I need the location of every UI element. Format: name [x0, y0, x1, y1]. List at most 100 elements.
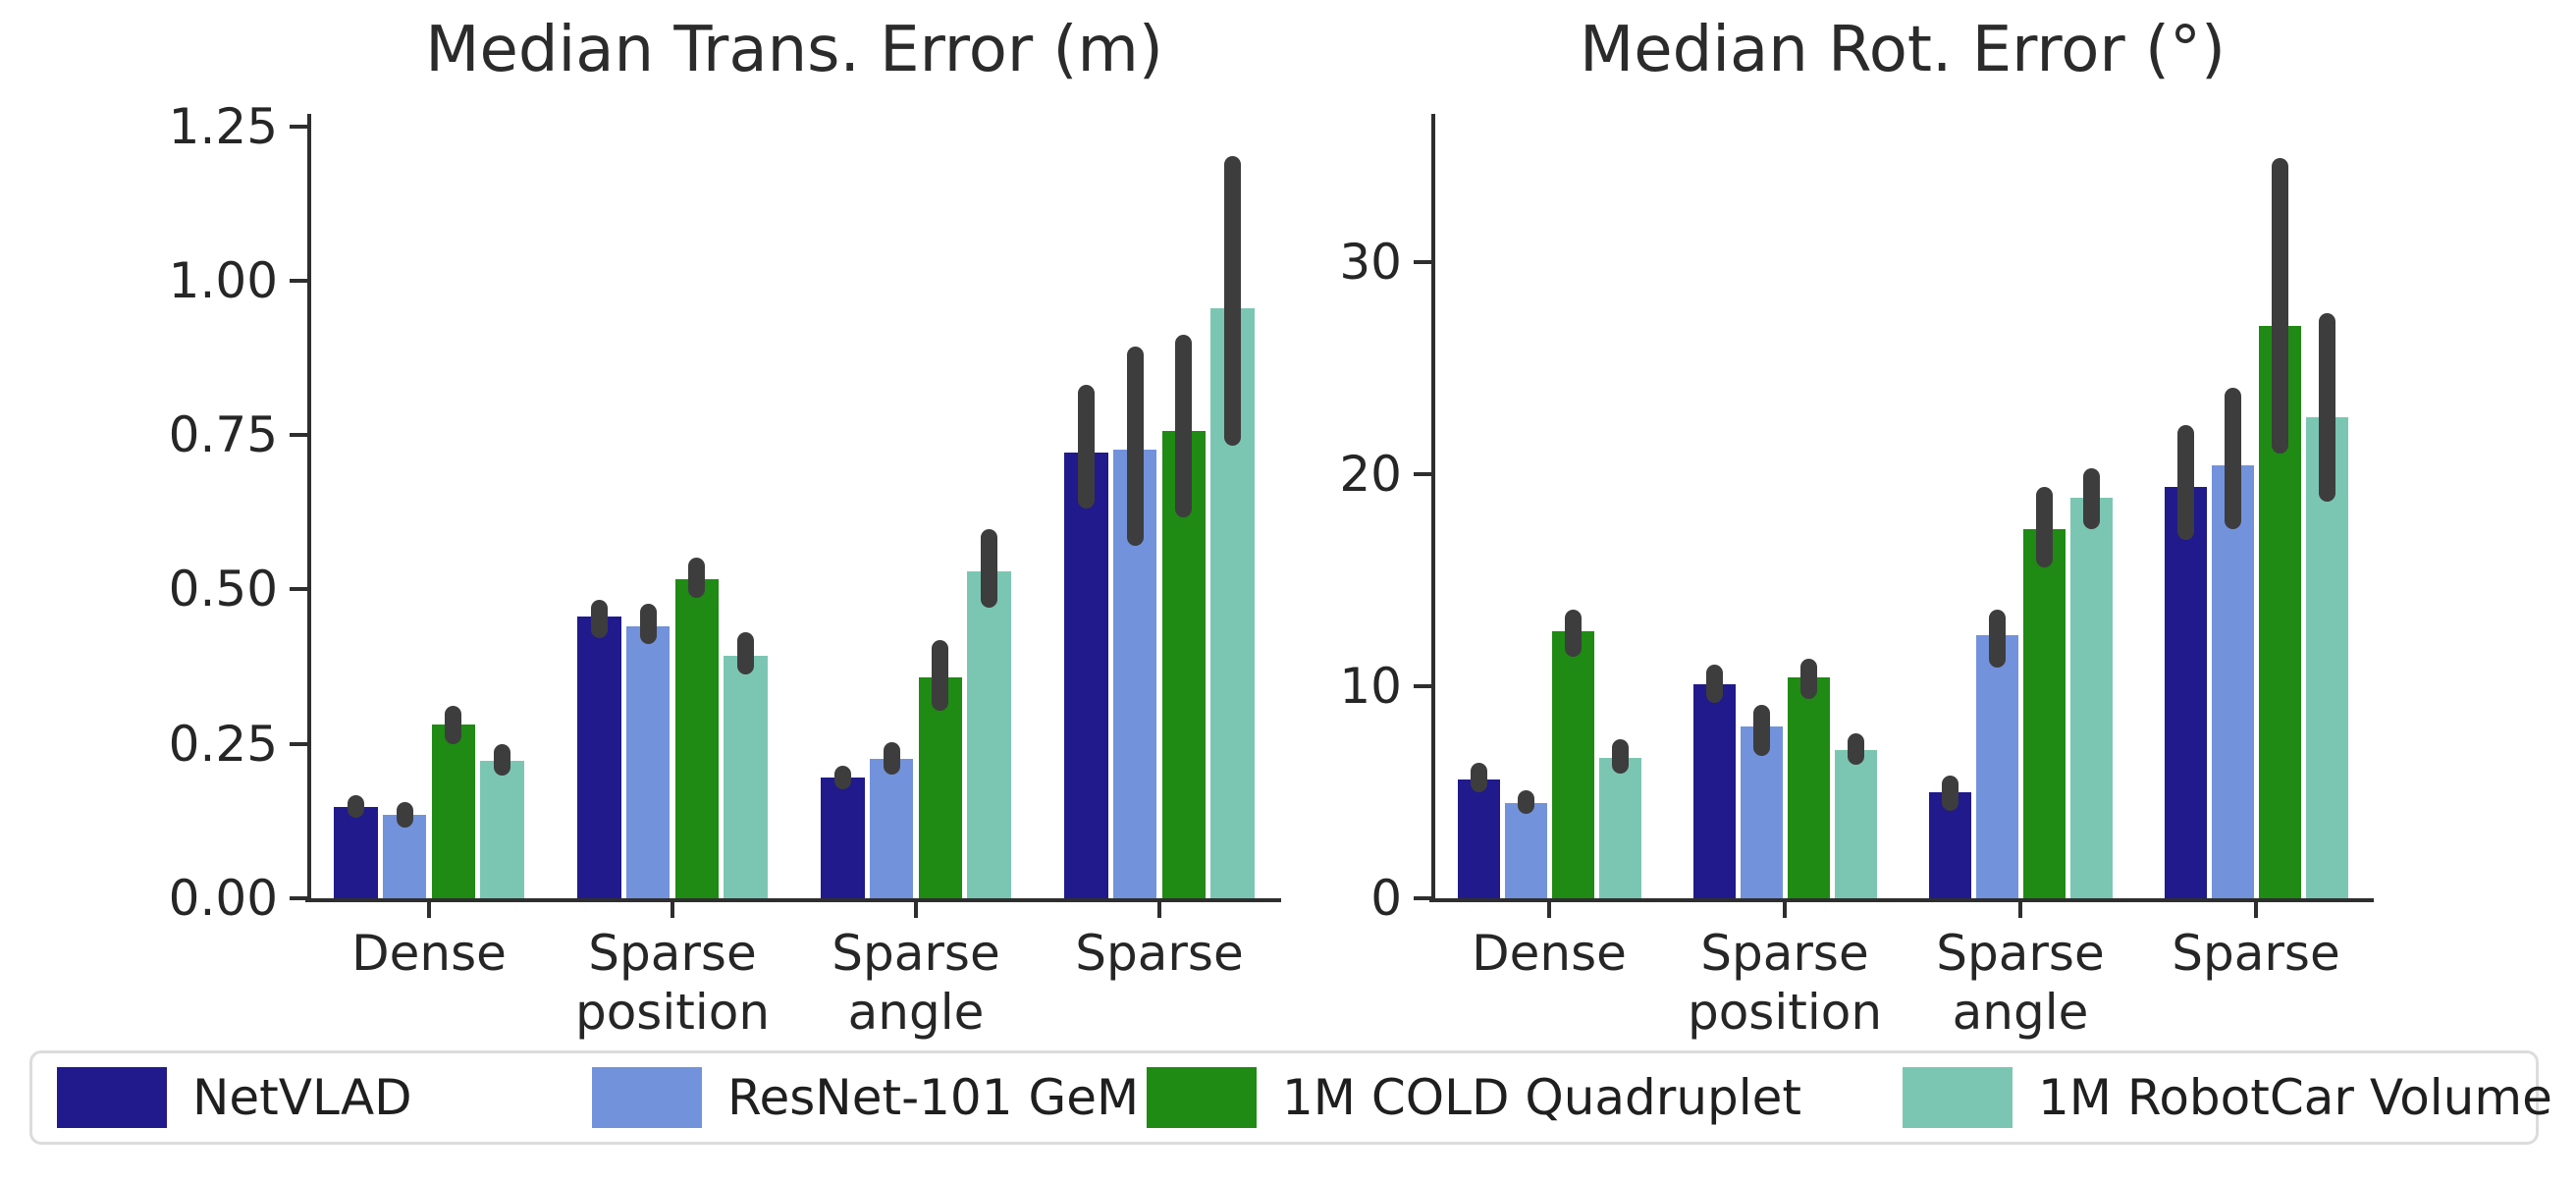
bar-resnet-101-gem: [869, 758, 914, 898]
error-bar: [834, 766, 852, 789]
bar-1m-robotcar-volume: [2069, 497, 2113, 898]
y-axis-tick-label: 1.25: [168, 97, 278, 155]
error-bar: [883, 741, 900, 775]
y-axis-tick: [290, 124, 307, 129]
y-axis-tick-label: 10: [1339, 658, 1402, 716]
legend-item: ResNet-101 GeM: [592, 1053, 1139, 1142]
error-bar: [2271, 158, 2288, 454]
legend-swatch-icon: [592, 1067, 702, 1128]
x-axis-category-label: Dense: [1472, 925, 1627, 982]
x-axis-category-label: Sparse position: [574, 925, 771, 1041]
y-axis-tick: [1414, 684, 1431, 689]
bar-resnet-101-gem: [2211, 465, 2254, 898]
x-axis-category-label: Sparse angle: [1936, 925, 2105, 1041]
error-bar: [2176, 425, 2194, 541]
bar-1m-robotcar-volume: [1598, 758, 1641, 898]
error-bar: [1175, 335, 1193, 518]
y-axis-tick: [290, 278, 307, 283]
x-axis-tick: [1547, 902, 1551, 918]
bar-netvlad: [2164, 487, 2207, 898]
legend-swatch-icon: [1903, 1067, 2012, 1128]
y-axis-tick: [1414, 472, 1431, 477]
y-axis-tick: [290, 896, 307, 900]
error-bar: [1799, 658, 1817, 699]
bar-1m-cold-quadruplet: [674, 579, 720, 898]
x-axis-category-label: Sparse angle: [832, 925, 1000, 1041]
axis-bottom-spine: [1429, 898, 2374, 902]
axis-left-spine: [1431, 114, 1435, 902]
legend-label: NetVLAD: [192, 1069, 412, 1126]
x-axis-tick: [1157, 902, 1161, 918]
axis-bottom-spine: [305, 898, 1281, 902]
error-bar: [1517, 789, 1534, 814]
bar-1m-cold-quadruplet: [431, 725, 476, 898]
chart-title: Median Rot. Error (°): [1580, 14, 2226, 86]
y-axis-tick: [290, 587, 307, 592]
bar-resnet-101-gem: [1975, 635, 2018, 898]
y-axis-tick-label: 30: [1339, 234, 1402, 292]
error-bar: [639, 603, 657, 645]
y-axis-tick-label: 0.25: [168, 715, 278, 773]
error-bar: [980, 529, 997, 609]
x-axis-category-label: Sparse position: [1687, 925, 1883, 1041]
x-axis-tick: [427, 902, 431, 918]
legend-label: 1M RobotCar Volume: [2038, 1069, 2552, 1126]
bar-resnet-101-gem: [625, 625, 671, 898]
bar-1m-robotcar-volume: [967, 570, 1011, 898]
error-bar: [1941, 775, 1959, 812]
error-bar: [1705, 665, 1723, 704]
legend-item: NetVLAD: [57, 1053, 412, 1142]
legend-label: ResNet-101 GeM: [727, 1069, 1140, 1126]
error-bar: [688, 558, 706, 598]
error-bar: [932, 640, 949, 711]
x-axis-tick: [2254, 902, 2258, 918]
error-bar: [445, 705, 462, 744]
chart-title: Median Trans. Error (m): [425, 14, 1163, 86]
legend-swatch-icon: [1147, 1067, 1257, 1128]
y-axis-tick-label: 0.75: [168, 406, 278, 464]
y-axis-tick-label: 20: [1339, 446, 1402, 504]
bar-1m-robotcar-volume: [480, 761, 524, 898]
legend-swatch-icon: [57, 1067, 167, 1128]
bar-netvlad: [1064, 453, 1108, 898]
error-bar: [2035, 487, 2053, 568]
error-bar: [493, 743, 510, 777]
x-axis-tick: [671, 902, 674, 918]
error-bar: [1564, 610, 1582, 657]
x-axis-category-label: Dense: [351, 925, 507, 982]
bar-netvlad: [334, 806, 378, 898]
error-bar: [348, 794, 365, 819]
error-bar: [1126, 347, 1144, 546]
bar-1m-robotcar-volume: [724, 655, 768, 898]
x-axis-tick: [1783, 902, 1787, 918]
error-bar: [2318, 312, 2335, 503]
axis-left-spine: [307, 114, 311, 902]
error-bar: [2224, 387, 2241, 530]
legend-item: 1M RobotCar Volume: [1903, 1053, 2552, 1142]
bar-1m-cold-quadruplet: [1787, 677, 1830, 898]
bar-netvlad: [577, 617, 621, 898]
legend-label: 1M COLD Quadruplet: [1282, 1069, 1802, 1126]
x-axis-category-label: Sparse: [2172, 925, 2340, 982]
y-axis-tick-label: 0.00: [168, 870, 278, 927]
error-bar: [1470, 762, 1487, 792]
bar-resnet-101-gem: [382, 815, 427, 898]
error-bar: [1752, 705, 1770, 757]
y-axis-tick-label: 0.50: [168, 561, 278, 618]
bar-1m-cold-quadruplet: [1551, 630, 1594, 898]
bar-1m-cold-quadruplet: [2022, 529, 2066, 898]
y-axis-tick: [290, 433, 307, 438]
error-bar: [591, 600, 609, 639]
error-bar: [1223, 156, 1241, 447]
error-bar: [2082, 467, 2100, 530]
error-bar: [1847, 732, 1864, 765]
x-axis-tick: [914, 902, 918, 918]
y-axis-tick-label: 1.00: [168, 251, 278, 309]
x-axis-category-label: Sparse: [1075, 925, 1244, 982]
y-axis-tick: [290, 741, 307, 746]
bar-1m-cold-quadruplet: [918, 676, 963, 898]
y-axis-tick-label: 0: [1370, 870, 1402, 927]
error-bar: [1988, 610, 2006, 668]
error-bar: [1611, 739, 1629, 774]
